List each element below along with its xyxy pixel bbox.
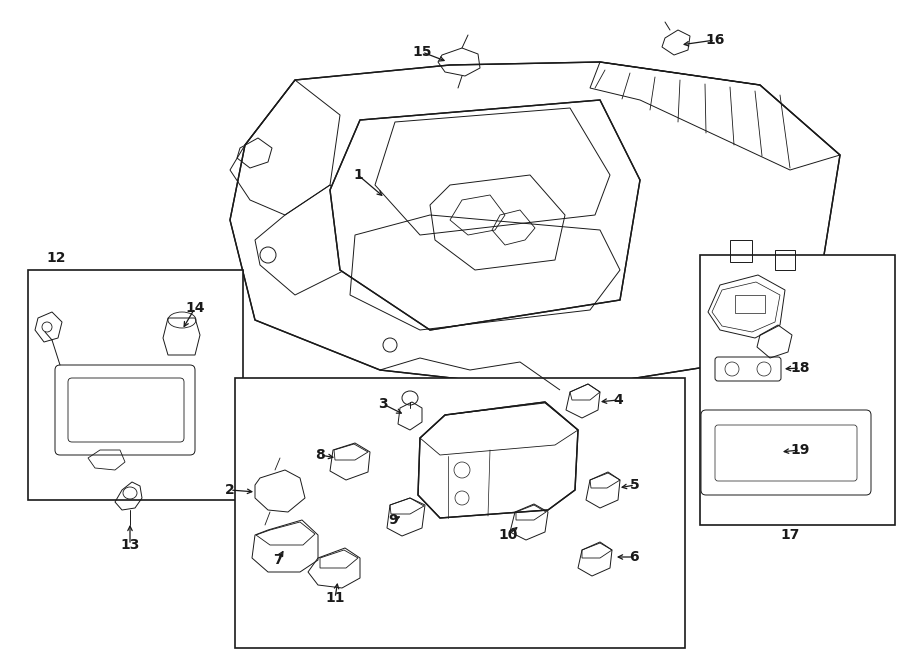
Polygon shape <box>230 62 840 390</box>
Text: 14: 14 <box>185 301 205 315</box>
Text: 7: 7 <box>274 553 283 567</box>
Text: 1: 1 <box>353 168 363 182</box>
Bar <box>235 378 685 648</box>
Bar <box>735 295 765 313</box>
Text: 11: 11 <box>325 591 345 605</box>
Text: 3: 3 <box>378 397 388 411</box>
Text: 13: 13 <box>121 538 140 552</box>
Polygon shape <box>330 100 640 330</box>
Text: 18: 18 <box>790 361 810 375</box>
Text: 15: 15 <box>412 45 432 59</box>
Bar <box>700 255 895 525</box>
Text: 6: 6 <box>629 550 639 564</box>
Text: 5: 5 <box>630 478 640 492</box>
Text: 10: 10 <box>499 528 517 542</box>
Bar <box>28 270 243 500</box>
Text: 19: 19 <box>790 443 810 457</box>
Text: 4: 4 <box>613 393 623 407</box>
Bar <box>775 250 795 270</box>
Text: 8: 8 <box>315 448 325 462</box>
Text: 17: 17 <box>780 528 800 542</box>
Text: 16: 16 <box>706 33 724 47</box>
Text: 12: 12 <box>46 251 66 265</box>
Polygon shape <box>418 402 578 518</box>
Text: 2: 2 <box>225 483 235 497</box>
Bar <box>730 240 752 262</box>
Text: 9: 9 <box>388 513 398 527</box>
